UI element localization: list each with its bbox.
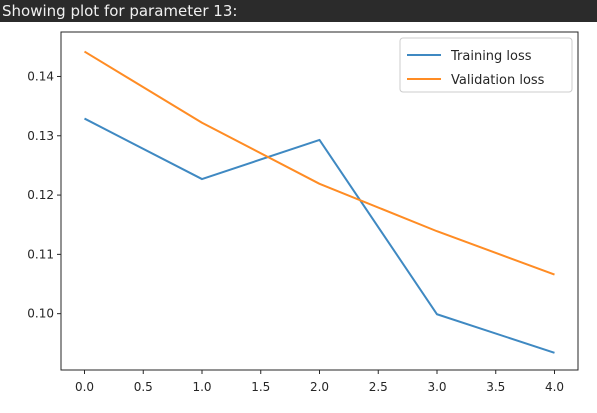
- y-tick-label: 0.13: [27, 129, 54, 143]
- training-loss-line: [84, 117, 555, 354]
- x-tick-label: 0.5: [134, 380, 153, 394]
- y-tick-label: 0.11: [27, 247, 54, 261]
- x-tick-label: 3.5: [486, 380, 505, 394]
- plot-area: 0.0 0.5 1.0 1.5 2.0 2.5 3.0 3.5 4.0 0.10 0.11 0.12…: [0, 22, 597, 413]
- x-axis: 0.0 0.5 1.0 1.5 2.0 2.5 3.0 3.5 4.0: [75, 370, 564, 394]
- legend-label-validation: Validation loss: [451, 73, 545, 88]
- output-header-text: Showing plot for parameter 13:: [2, 2, 238, 20]
- line-chart: 0.0 0.5 1.0 1.5 2.0 2.5 3.0 3.5 4.0 0.10 0.11 0.12…: [27, 31, 579, 394]
- y-tick-label: 0.14: [27, 69, 54, 83]
- x-tick-label: 1.0: [192, 380, 211, 394]
- legend-label-training: Training loss: [450, 49, 532, 64]
- y-tick-label: 0.12: [27, 188, 54, 202]
- y-tick-label: 0.10: [27, 307, 54, 321]
- y-axis: 0.10 0.11 0.12 0.13 0.14: [27, 69, 61, 321]
- series-lines: [83, 50, 555, 354]
- output-header: Showing plot for parameter 13:: [0, 0, 597, 22]
- x-tick-label: 0.0: [75, 380, 94, 394]
- x-tick-label: 4.0: [545, 380, 564, 394]
- legend: Training loss Validation loss: [399, 37, 573, 93]
- x-tick-label: 1.5: [251, 380, 270, 394]
- x-tick-label: 3.0: [427, 380, 446, 394]
- legend-box: [399, 37, 573, 93]
- x-tick-label: 2.0: [310, 380, 329, 394]
- validation-loss-line: [83, 50, 555, 276]
- x-tick-label: 2.5: [369, 380, 388, 394]
